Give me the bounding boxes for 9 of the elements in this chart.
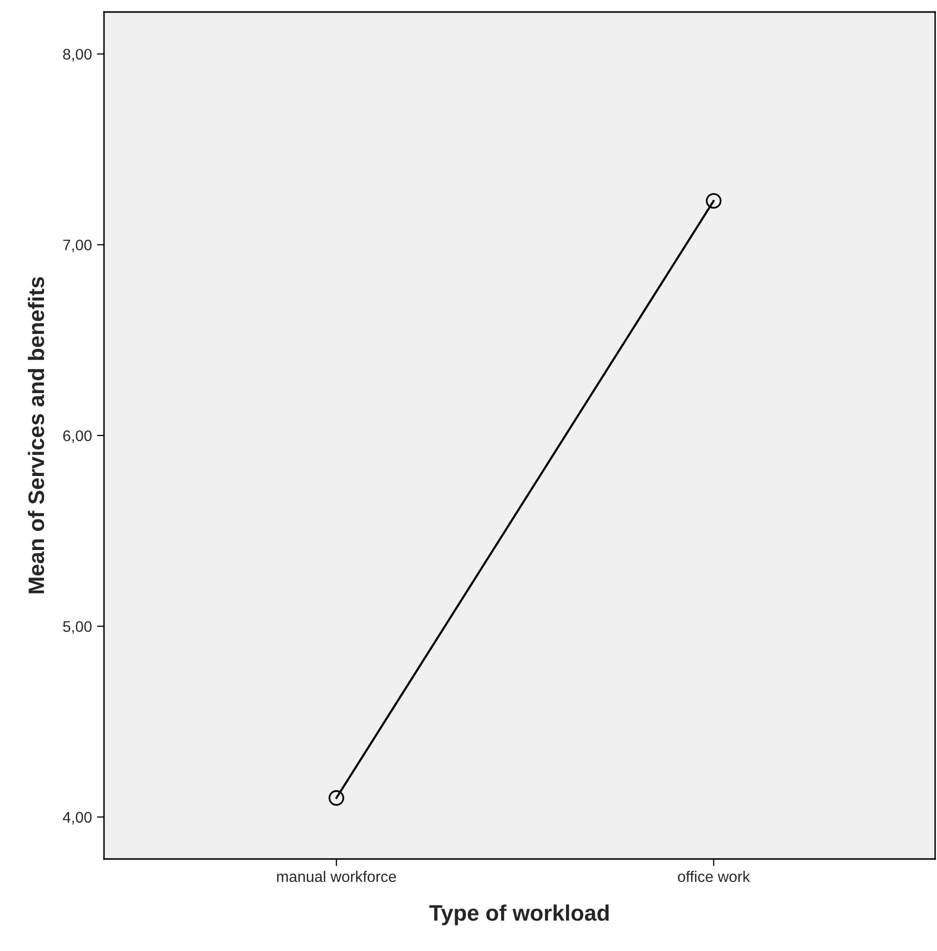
x-axis-title: Type of workload: [429, 904, 609, 926]
y-tick-label: 4,00: [62, 812, 92, 825]
x-tick-label: manual workforce: [277, 870, 396, 882]
y-tick-label: 6,00: [63, 430, 92, 443]
y-tick-label: 5,00: [63, 621, 92, 634]
y-tick-label: 7,00: [63, 240, 92, 252]
y-tick-label: 8,00: [63, 48, 92, 62]
y-axis-title: Mean of Services and benefits: [28, 277, 44, 594]
x-tick-label: office work: [678, 870, 750, 882]
